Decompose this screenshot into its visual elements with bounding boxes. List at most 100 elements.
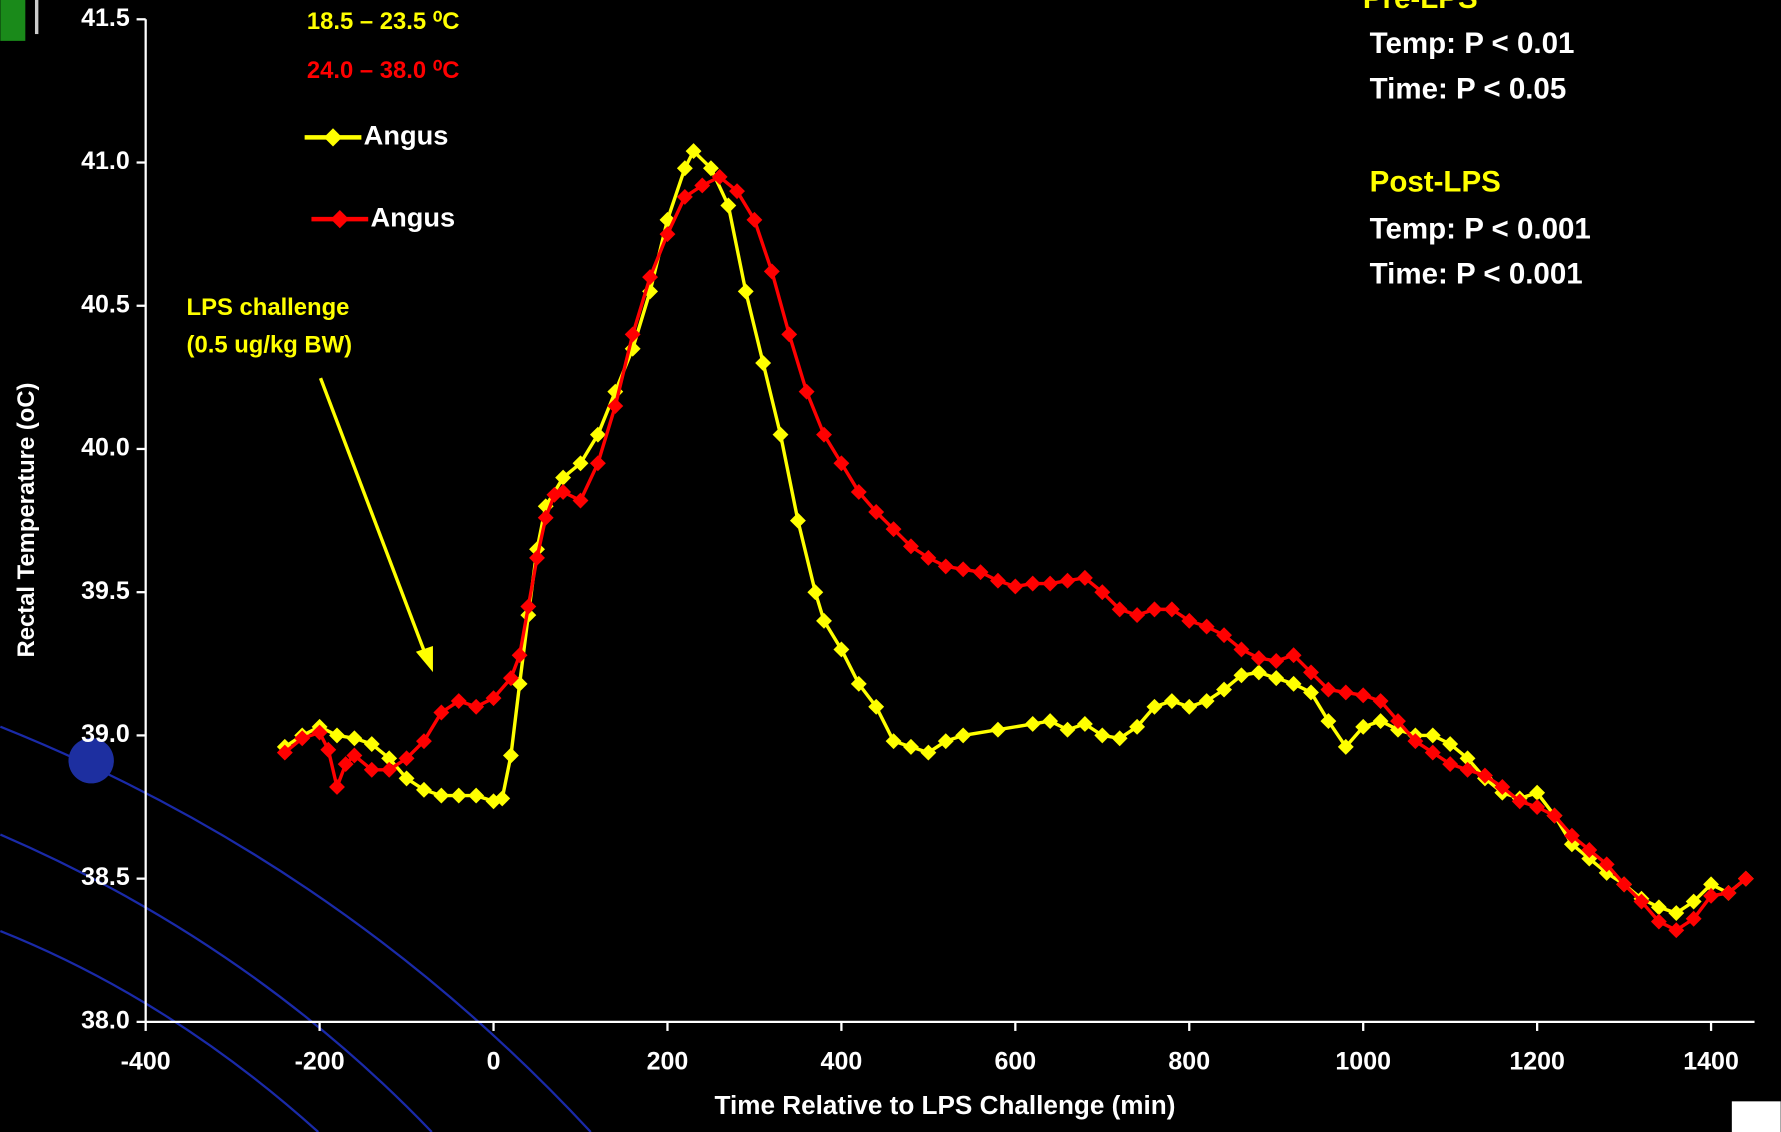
data-point — [1233, 641, 1250, 658]
data-point — [329, 779, 345, 795]
data-point — [1720, 885, 1737, 901]
data-point — [485, 690, 502, 707]
data-point — [624, 326, 641, 343]
y-axis-label: Rectal Temperature (oC) — [13, 383, 40, 658]
data-point — [346, 747, 363, 764]
data-point — [937, 558, 954, 575]
data-point — [1355, 687, 1372, 704]
data-point — [1163, 601, 1180, 618]
data-point — [416, 781, 432, 798]
data-point — [920, 549, 937, 566]
data-point — [676, 160, 693, 177]
stats-line: Time: P < 0.001 — [1370, 258, 1583, 291]
annotation: (0.5 ug/kg BW) — [187, 332, 352, 359]
data-point — [703, 160, 719, 177]
data-point — [1598, 856, 1615, 873]
data-point — [816, 612, 832, 629]
data-point — [398, 750, 415, 767]
data-point — [885, 733, 902, 750]
legend-label: Angus — [370, 201, 455, 232]
legend-range: 24.0 – 38.0 ⁰C — [307, 57, 460, 84]
y-tick-label: 38.5 — [81, 863, 130, 891]
data-point — [1424, 744, 1441, 761]
data-point — [772, 426, 789, 443]
data-point — [1111, 601, 1128, 618]
data-point — [1616, 876, 1633, 893]
x-tick-label: 1000 — [1335, 1047, 1391, 1075]
stats-title: Post-LPS — [1370, 166, 1501, 199]
x-tick-label: 1200 — [1509, 1047, 1565, 1075]
x-tick-label: 400 — [821, 1047, 863, 1075]
data-point — [989, 721, 1006, 738]
stats-line: Temp: P < 0.001 — [1370, 212, 1591, 245]
data-point — [1320, 713, 1337, 730]
data-point — [798, 383, 815, 400]
y-tick-label: 40.5 — [81, 290, 130, 318]
data-point — [1198, 693, 1215, 709]
decoration-box — [1731, 1101, 1781, 1132]
data-point — [1233, 667, 1250, 684]
data-point — [807, 584, 824, 601]
data-point — [1129, 718, 1146, 735]
data-point — [729, 183, 745, 200]
data-point — [1059, 572, 1076, 589]
data-point — [276, 744, 293, 761]
data-point — [1320, 681, 1337, 698]
x-tick-label: -200 — [295, 1047, 345, 1075]
data-point — [1529, 784, 1546, 801]
data-point — [955, 561, 972, 578]
data-point — [363, 761, 380, 778]
data-point — [502, 670, 519, 687]
y-tick-label: 39.0 — [81, 720, 130, 748]
data-point — [850, 483, 867, 500]
data-point — [676, 188, 693, 205]
data-point — [494, 790, 511, 807]
data-point — [1390, 713, 1406, 730]
data-point — [1163, 693, 1180, 709]
data-point — [398, 770, 415, 787]
data-point — [1111, 730, 1128, 747]
data-point — [1372, 713, 1389, 730]
data-point — [920, 744, 937, 761]
data-point — [346, 730, 363, 747]
data-point — [337, 756, 354, 773]
data-point — [694, 177, 711, 194]
y-tick-label: 41.0 — [81, 147, 130, 175]
data-point — [903, 738, 919, 755]
data-point — [1355, 718, 1372, 735]
data-point — [520, 598, 537, 615]
data-point — [1024, 716, 1041, 732]
data-point — [1529, 799, 1546, 815]
data-point — [781, 326, 798, 343]
data-point — [1407, 733, 1424, 750]
data-point — [1633, 893, 1650, 910]
data-point — [720, 197, 737, 214]
stats-title: Pre-LPS — [1363, 0, 1478, 15]
data-point — [1024, 575, 1041, 592]
x-tick-label: 1400 — [1683, 1047, 1739, 1075]
plot-area: 38.0 38.5 39.0 39.5 40.0 40.5 41.0 41.5 -400 -200… — [81, 4, 1755, 1075]
legend-label: Angus — [364, 120, 449, 151]
data-point — [1372, 693, 1389, 709]
y-tick-label: 39.5 — [81, 577, 130, 605]
data-point — [589, 426, 606, 443]
data-point — [1268, 670, 1285, 687]
data-point — [685, 143, 702, 160]
data-point — [1285, 675, 1302, 692]
annotation: LPS challenge — [187, 294, 350, 321]
data-point — [789, 512, 806, 529]
x-tick-label: 600 — [994, 1047, 1036, 1075]
data-point — [903, 538, 919, 555]
data-point — [1563, 827, 1580, 844]
x-tick-label: 800 — [1168, 1047, 1210, 1075]
data-point — [659, 226, 676, 243]
stats-line: Time: P < 0.05 — [1370, 73, 1567, 106]
x-axis-label: Time Relative to LPS Challenge (min) — [715, 1090, 1176, 1120]
data-point — [1007, 578, 1024, 595]
decoration-bar — [0, 0, 26, 41]
x-tick-label: 0 — [487, 1047, 501, 1075]
data-point — [1303, 664, 1319, 681]
data-point — [502, 747, 519, 764]
